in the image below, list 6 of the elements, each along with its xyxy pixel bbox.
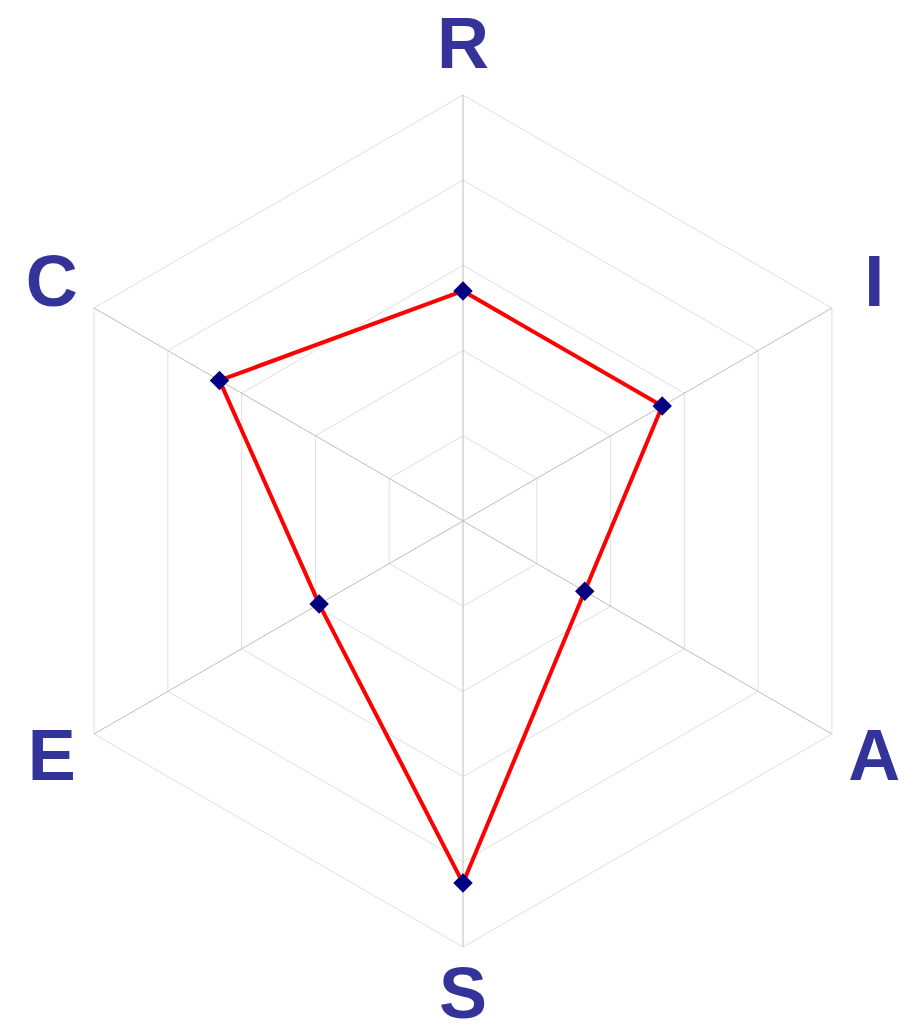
spoke-label: C bbox=[25, 240, 78, 321]
spoke-label: E bbox=[27, 715, 76, 796]
spoke-label: A bbox=[848, 715, 901, 796]
spoke-label: S bbox=[438, 952, 488, 1032]
spoke-label: R bbox=[437, 3, 489, 84]
spoke-label: I bbox=[864, 240, 885, 321]
